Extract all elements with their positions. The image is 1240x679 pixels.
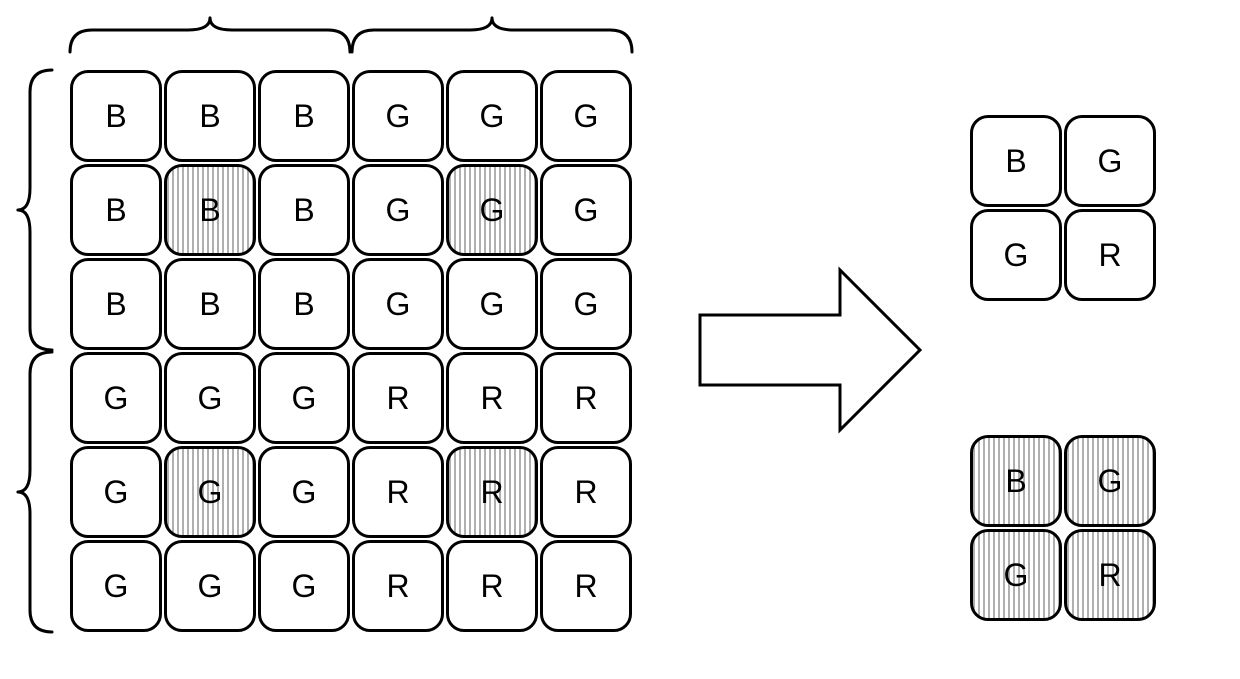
left-brace <box>18 70 52 350</box>
overlay-svg <box>0 0 1240 679</box>
arrow-right-icon <box>700 270 920 430</box>
top-brace <box>352 18 632 52</box>
top-brace <box>70 18 350 52</box>
left-brace <box>18 352 52 632</box>
